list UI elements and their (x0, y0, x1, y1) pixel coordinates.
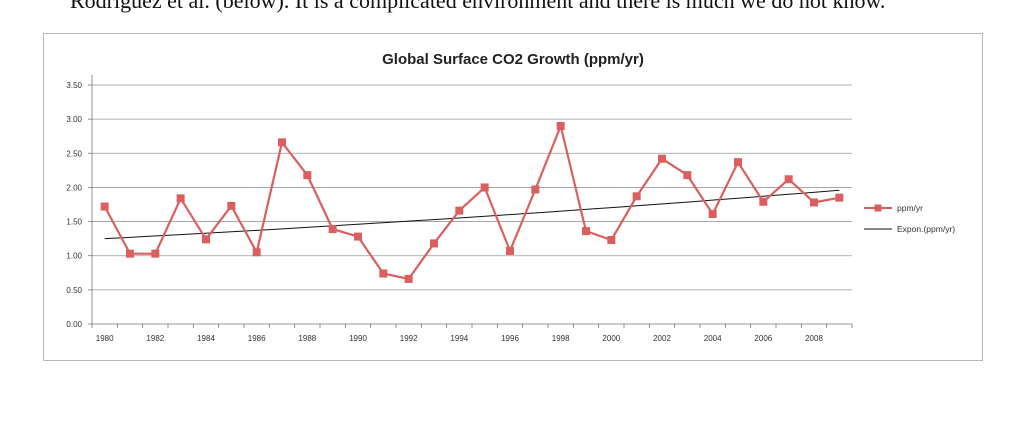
ppm-data-point (708, 210, 717, 219)
x-tick-label: 1982 (146, 334, 164, 343)
x-tick-label: 2004 (704, 334, 722, 343)
ppm-data-point (506, 246, 514, 255)
y-tick-label: 2.00 (66, 183, 82, 192)
ppm-data-point (278, 138, 286, 147)
ppm-data-point (404, 274, 413, 283)
x-tick-label: 1984 (197, 334, 215, 343)
x-tick-label: 2008 (805, 334, 823, 343)
ppm-data-point (632, 192, 641, 201)
ppm-data-point (379, 269, 388, 278)
ppm-data-point (582, 227, 590, 236)
ppm-data-point (759, 197, 768, 206)
ppm-data-point (810, 198, 818, 207)
ppm-data-point (227, 201, 236, 210)
x-tick-label: 1992 (400, 334, 418, 343)
ppm-data-point (835, 193, 844, 202)
ppm-data-point (100, 202, 109, 211)
ppm-data-point (202, 235, 210, 244)
expon-trendline (104, 189, 840, 240)
chart-frame: 0.00 0.50 1.00 1.50 2.00 2.50 3.00 3.50 1980 1982… (43, 33, 983, 361)
x-tick-label: 1996 (501, 334, 519, 343)
ppm-data-point (480, 183, 489, 192)
ppm-data-point (607, 236, 616, 245)
legend-label-ppm: ppm/yr (897, 203, 923, 213)
chart-title: Global Surface CO2 Growth (ppm/yr) (382, 51, 644, 68)
ppm-data-point (556, 121, 565, 130)
y-tick-label: 1.00 (66, 252, 82, 261)
legend-marker-ppm (874, 204, 882, 212)
ppm-data-point (252, 248, 261, 257)
x-tick-label: 1994 (450, 334, 468, 343)
ppm-data-point (430, 239, 438, 248)
ppm-data-point (734, 158, 742, 167)
y-tick-label: 2.50 (66, 149, 82, 158)
y-tick-label: 0.50 (66, 286, 82, 295)
ppm-series-line (103, 124, 840, 280)
co2-growth-chart: 0.00 0.50 1.00 1.50 2.00 2.50 3.00 3.50 1980 1982… (66, 51, 955, 343)
ppm-data-point (151, 249, 160, 258)
y-tick-label: 3.50 (66, 81, 82, 90)
trendline-layer (104, 189, 840, 240)
x-tick-label: 1986 (248, 334, 266, 343)
gridlines (92, 84, 852, 291)
ppm-data-point (303, 171, 312, 180)
axes: 0.00 0.50 1.00 1.50 2.00 2.50 3.00 3.50 1980 1982… (66, 75, 853, 343)
ppm-data-point (784, 175, 793, 184)
ppm-data-point (531, 185, 540, 194)
x-tick-label: 1998 (552, 334, 570, 343)
x-tick-label: 2002 (653, 334, 671, 343)
y-tick-label: 1.50 (66, 218, 82, 227)
x-tick-label: 2006 (754, 334, 772, 343)
y-tick-label: 0.00 (66, 320, 82, 329)
ppm-data-point (658, 154, 666, 163)
ppm-data-point (455, 206, 464, 215)
ppm-data-point (126, 249, 134, 258)
x-tick-label: 2000 (602, 334, 620, 343)
series-layer (100, 121, 844, 283)
x-tick-label: 1990 (349, 334, 367, 343)
y-tick-label: 3.00 (66, 115, 82, 124)
ppm-data-point (683, 171, 692, 180)
x-tick-label: 1988 (298, 334, 316, 343)
ppm-data-point (328, 225, 337, 234)
legend-label-expon: Expon.(ppm/yr) (897, 224, 955, 234)
x-tick-label: 1980 (96, 334, 114, 343)
ppm-data-point (354, 232, 362, 241)
document-text-line: Rodriguez et al. (below). It is a compli… (70, 0, 886, 13)
legend: ppm/yr Expon.(ppm/yr) (864, 203, 955, 234)
ppm-data-point (176, 194, 185, 203)
